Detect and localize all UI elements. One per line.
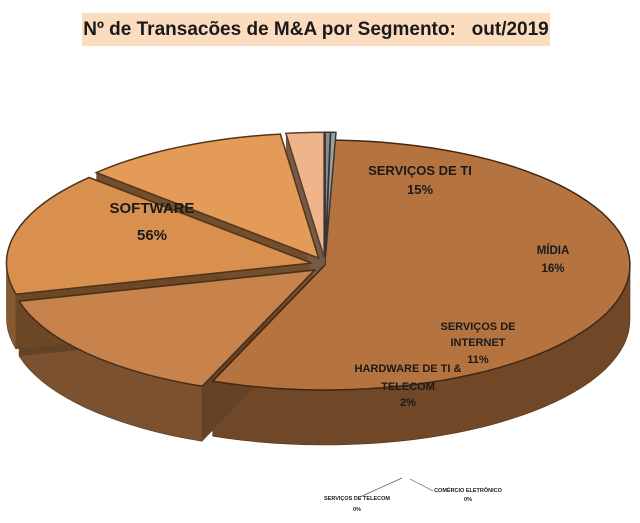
slice-category-text: INTERNET [451, 337, 506, 349]
slice-label-4: HARDWARE DE TI & TELECOM 2% [355, 363, 462, 409]
slice-value-text: 56% [137, 227, 167, 244]
slice-category-text: HARDWARE DE TI & [355, 363, 462, 375]
slice-category-text: SERVIÇOS DE [441, 321, 516, 333]
slice-value-text: 15% [407, 182, 433, 197]
leader-line-5 [359, 477, 403, 498]
slice-category-text: COMÉRCIO ELETRÔNICO [434, 486, 503, 494]
slice-value-text: 16% [541, 263, 564, 275]
slice-1-top [17, 269, 317, 388]
slice-label-0: SOFTWARE 56% [110, 200, 195, 244]
slice-value-text: 0% [353, 507, 361, 513]
slice-label-5: SERVIÇOS DE TELECOM 0% [324, 496, 390, 513]
slice-6-top [324, 131, 337, 258]
slice-3-top [94, 133, 320, 260]
leader-line-6 [409, 478, 434, 492]
slice-label-6: COMÉRCIO ELETRÔNICO 0% [434, 486, 503, 503]
slice-label-3: SERVIÇOS DE INTERNET 11% [441, 321, 516, 366]
chart-title-box: Nº de Transacões de M&A por Segmento: ou… [82, 13, 550, 46]
slices-layer [5, 131, 631, 446]
slice-category-text: SERVIÇOS DE TELECOM [324, 496, 390, 502]
slice-label-1: SERVIÇOS DE TI 15% [368, 163, 472, 197]
slice-value-text: 0% [464, 497, 472, 503]
slice-4-top [284, 131, 325, 258]
slice-label-2: MÍDIA 16% [537, 244, 570, 275]
slice-value-text: 11% [467, 354, 489, 366]
slice-category-text: TELECOM [381, 381, 435, 393]
slice-category-text: SOFTWARE [110, 200, 195, 217]
slice-category-text: SERVIÇOS DE TI [368, 163, 472, 178]
slice-category-text: MÍDIA [537, 244, 570, 257]
slice-0-top [211, 139, 631, 391]
chart-title: Nº de Transacões de M&A por Segmento: ou… [83, 18, 549, 40]
slice-2-top [5, 176, 312, 295]
labels-layer: SOFTWARE 56% SERVIÇOS DE TI 15% MÍDIA 16% SERV… [110, 163, 570, 513]
slice-value-text: 2% [400, 397, 416, 409]
